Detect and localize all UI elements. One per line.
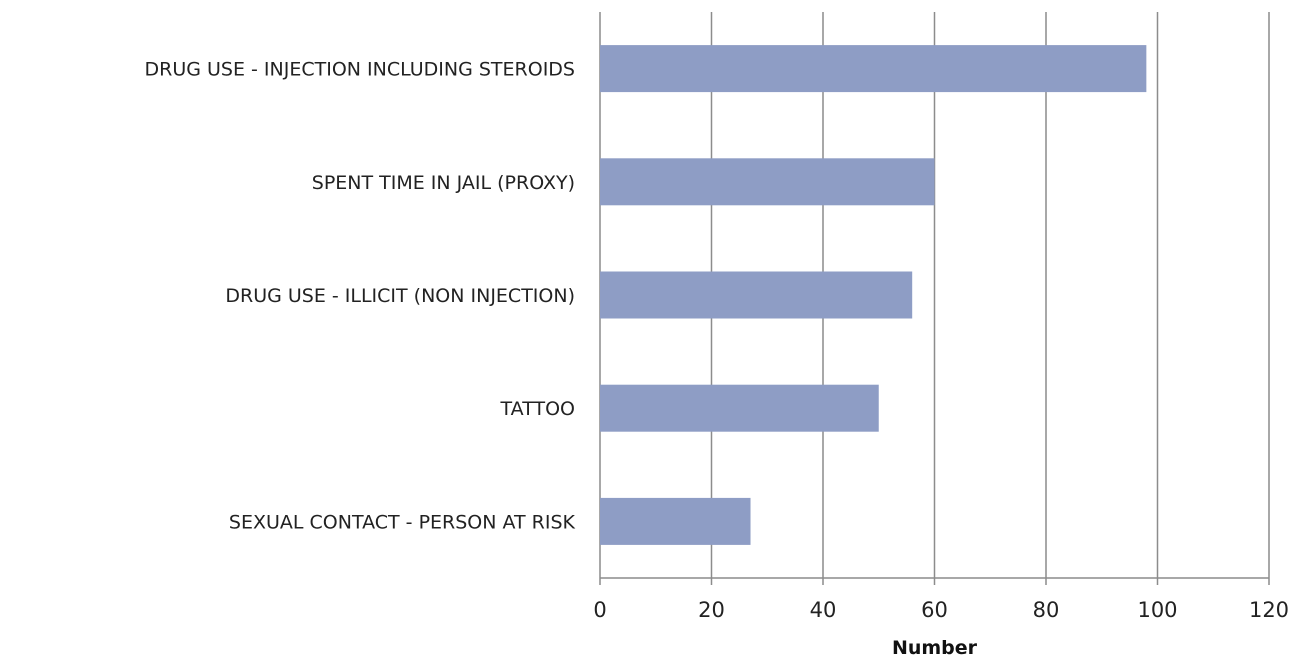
x-tick-label: 100 xyxy=(1137,598,1177,622)
x-tick-label: 120 xyxy=(1249,598,1289,622)
x-tick-label: 0 xyxy=(593,598,606,622)
x-tick-label: 20 xyxy=(698,598,725,622)
x-tick-label: 80 xyxy=(1033,598,1060,622)
x-axis-title: Number xyxy=(892,637,978,659)
bar xyxy=(600,497,751,545)
category-label: DRUG USE - INJECTION INCLUDING STEROIDS xyxy=(145,59,575,81)
bar xyxy=(600,384,879,432)
category-label: SEXUAL CONTACT - PERSON AT RISK xyxy=(229,511,576,533)
x-tick-label: 40 xyxy=(810,598,837,622)
x-axis: 0 20 40 60 80 100 120 xyxy=(593,577,1289,622)
category-label: DRUG USE - ILLICIT (NON INJECTION) xyxy=(225,285,575,307)
bar xyxy=(600,271,913,319)
category-label: SPENT TIME IN JAIL (PROXY) xyxy=(312,172,575,194)
category-label: TATTOO xyxy=(500,398,575,420)
bar xyxy=(600,158,935,206)
bars xyxy=(600,45,1147,545)
category-labels: DRUG USE - INJECTION INCLUDING STEROIDS S… xyxy=(145,59,576,534)
x-tick-label: 60 xyxy=(921,598,948,622)
bar xyxy=(600,45,1147,93)
